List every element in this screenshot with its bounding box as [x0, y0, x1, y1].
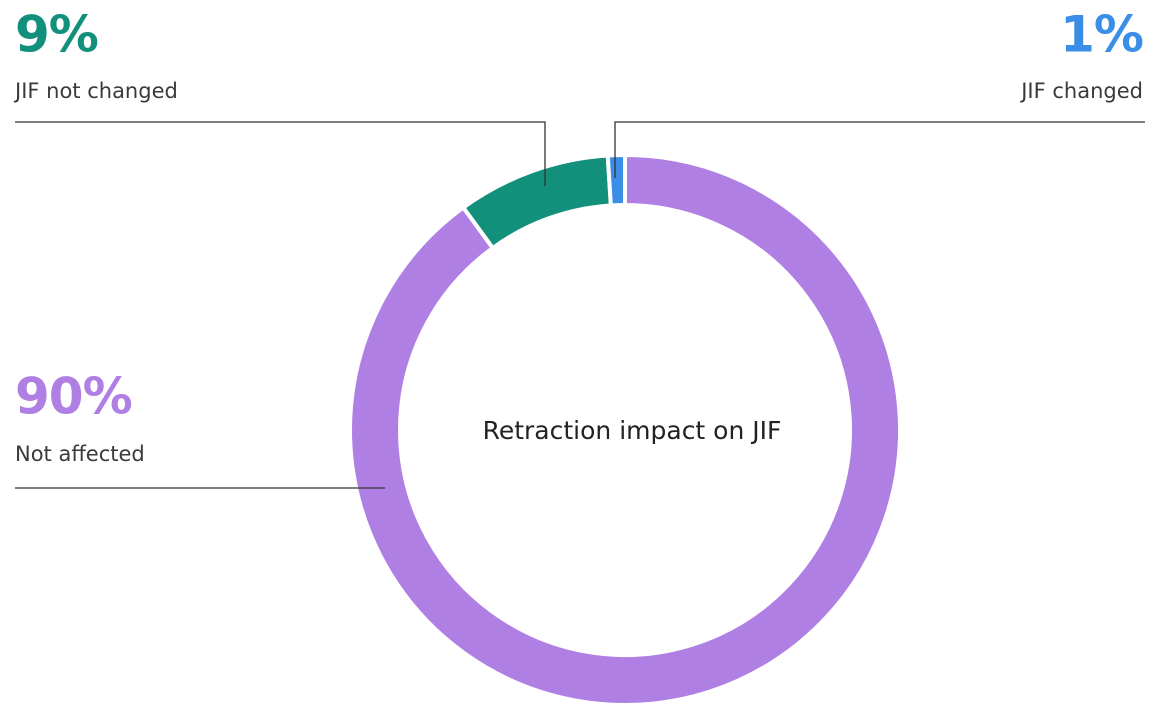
- value-label: 90%: [15, 368, 132, 426]
- donut-segment: [348, 152, 902, 707]
- donut-segment: [460, 153, 613, 251]
- donut-segment: [605, 152, 627, 208]
- chart-title: Retraction impact on JIF: [483, 416, 782, 445]
- leader-line: [15, 121, 546, 186]
- legend-label: JIF not changed: [13, 79, 178, 103]
- legend-label: JIF changed: [1019, 79, 1143, 103]
- value-label: 9%: [15, 6, 98, 64]
- leader-line: [614, 121, 1145, 178]
- legend-label: Not affected: [15, 442, 145, 466]
- value-label: 1%: [1060, 6, 1143, 64]
